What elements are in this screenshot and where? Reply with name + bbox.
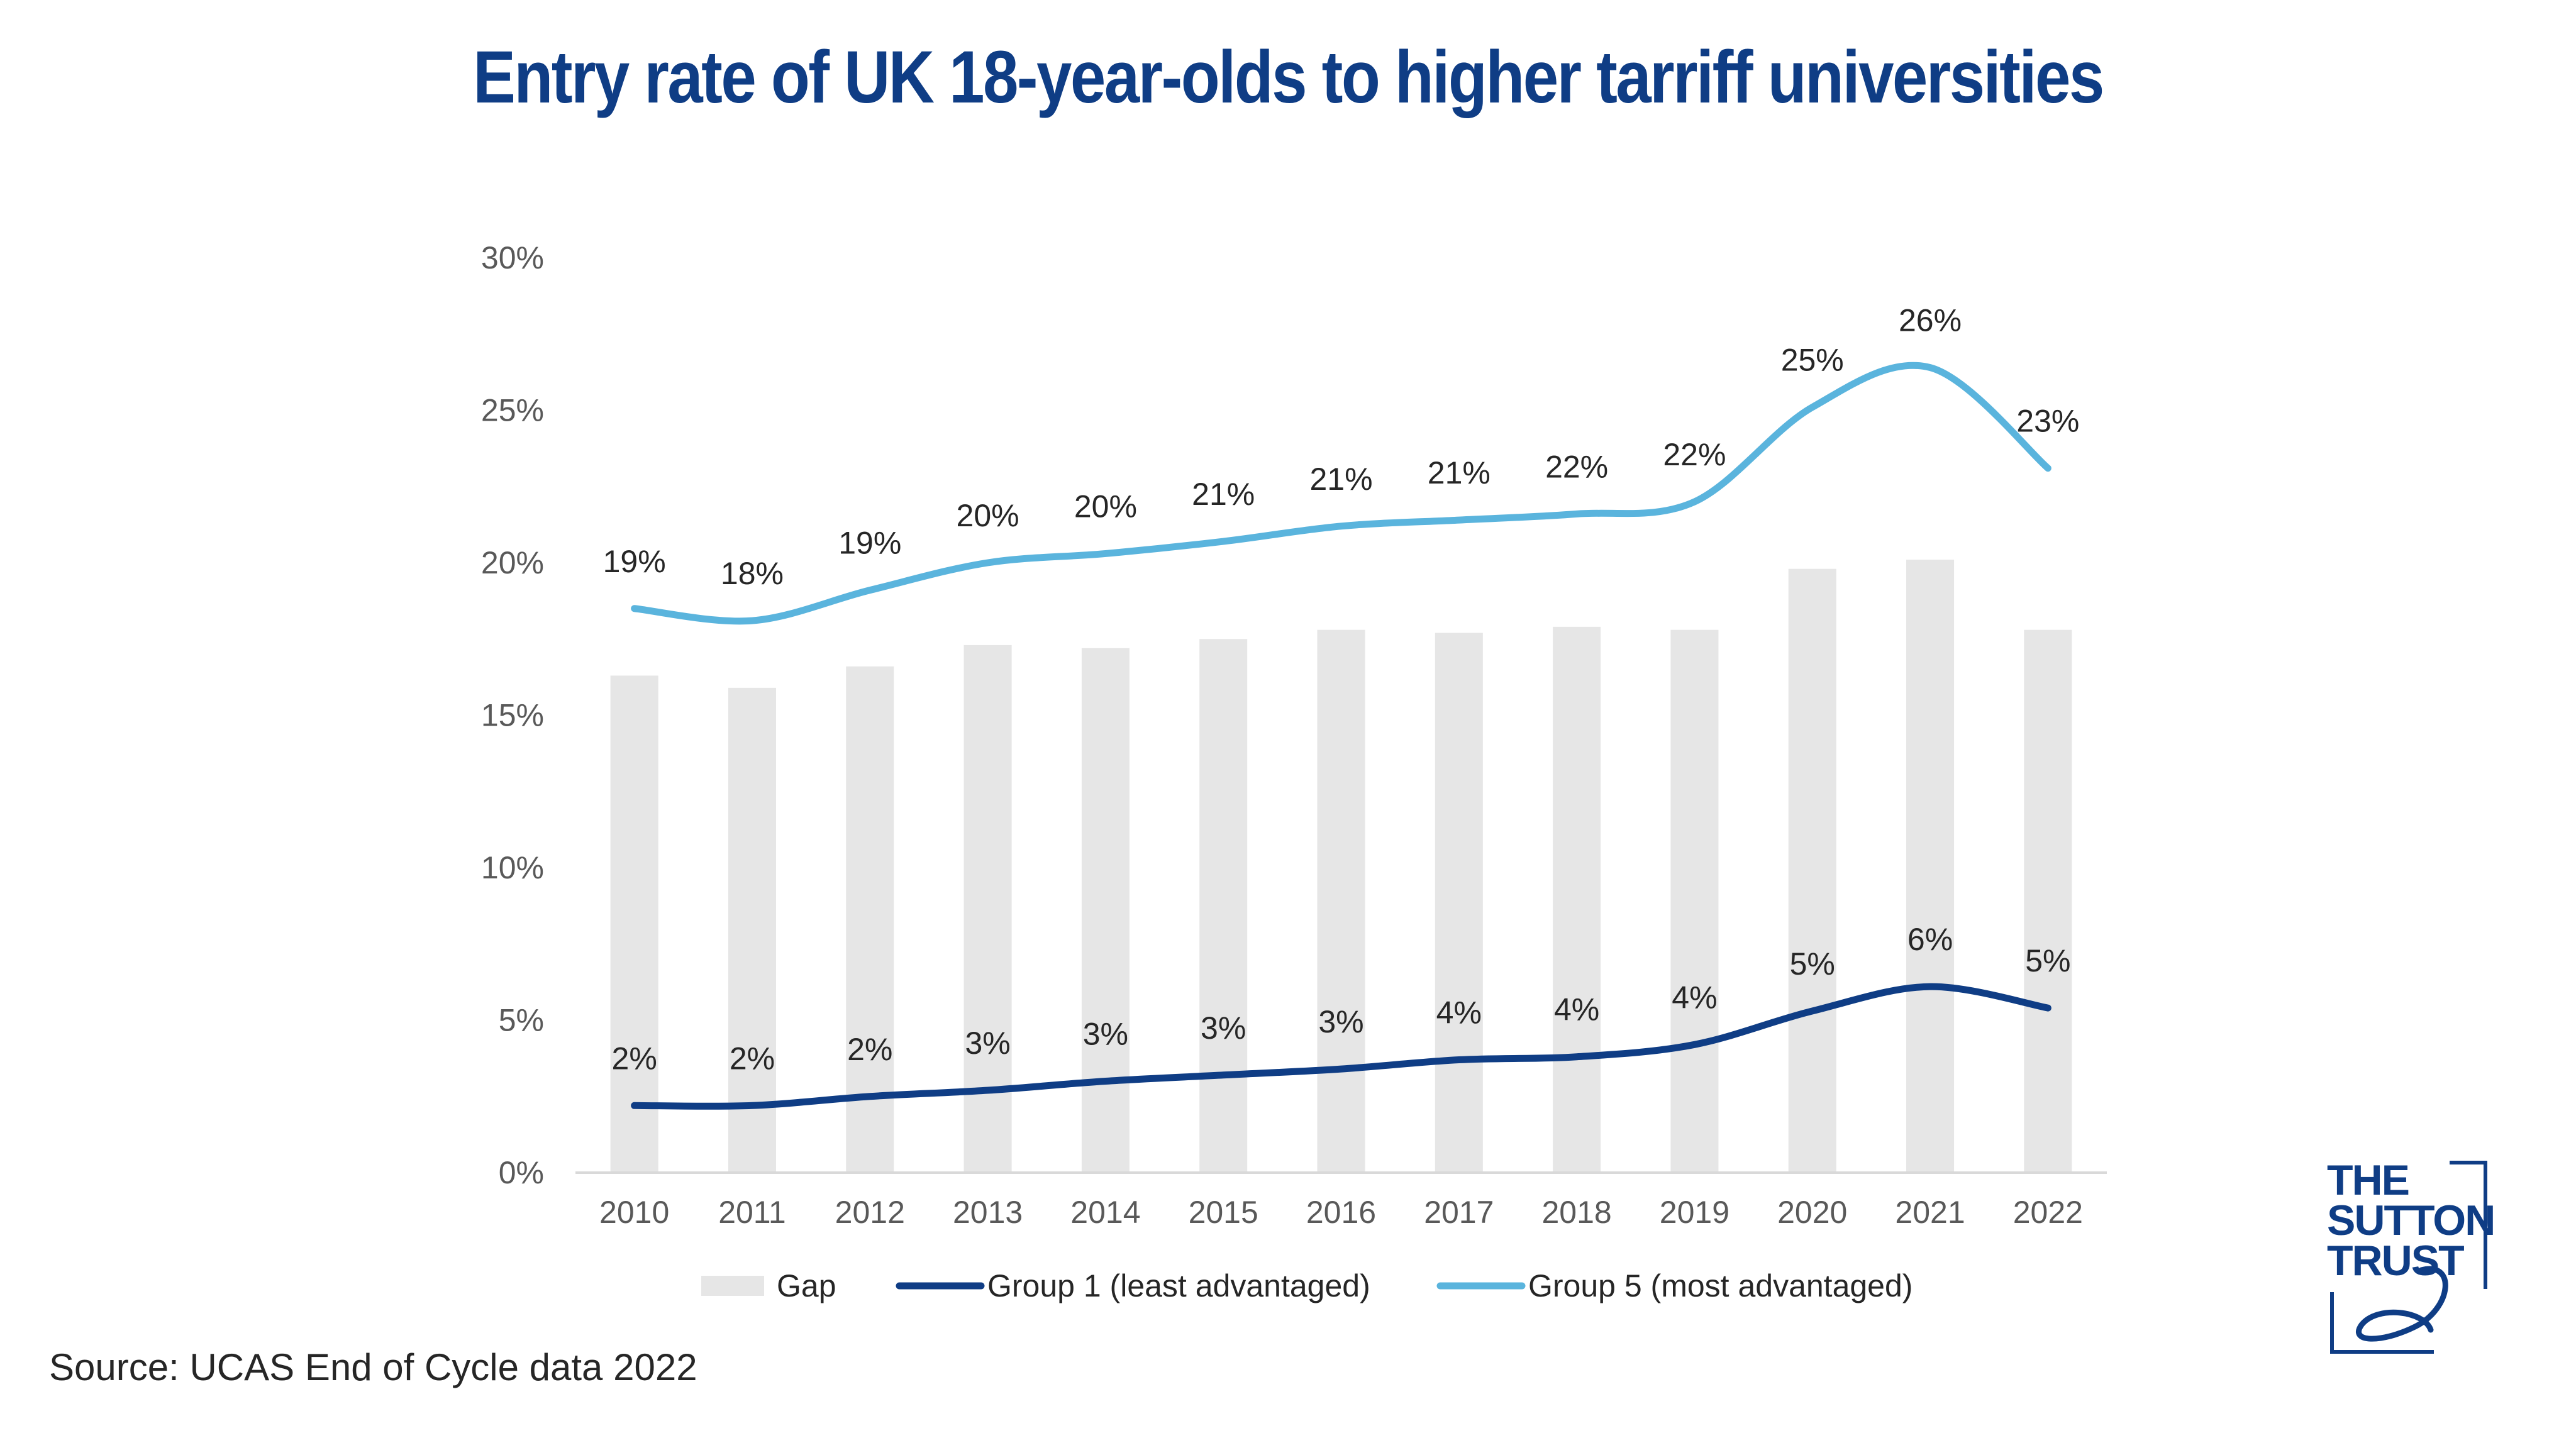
x-tick-label: 2020 — [1777, 1195, 1847, 1230]
legend-group5-label: Group 5 (most advantaged) — [1528, 1268, 1913, 1303]
legend-gap-swatch — [701, 1276, 764, 1296]
group1-data-label: 2% — [730, 1041, 775, 1076]
logo-line-the: THE — [2327, 1156, 2410, 1204]
group1-data-label: 4% — [1672, 980, 1717, 1015]
gap-bar — [1788, 568, 1836, 1173]
group5-data-label: 19% — [838, 526, 901, 561]
x-tick-label: 2012 — [835, 1195, 905, 1230]
group1-data-label: 4% — [1554, 992, 1599, 1027]
group1-data-label: 5% — [1790, 946, 1835, 982]
group5-data-label: 20% — [957, 498, 1019, 533]
gap-bars — [610, 560, 2072, 1173]
group1-data-label: 2% — [612, 1041, 657, 1076]
y-tick-label: 20% — [481, 545, 544, 580]
y-axis-ticks: 0% 5% 10% 15% 20% 25% 30% — [481, 240, 544, 1190]
group5-data-label: 22% — [1545, 449, 1608, 484]
y-tick-label: 10% — [481, 850, 544, 885]
y-tick-label: 5% — [499, 1003, 544, 1038]
group1-data-label: 3% — [1318, 1004, 1363, 1039]
x-tick-label: 2013 — [953, 1195, 1023, 1230]
x-axis-ticks: 2010 2011 2012 2013 2014 2015 2016 2017 2018 2019… — [599, 1195, 2083, 1230]
group5-line — [631, 362, 2051, 625]
x-tick-label: 2015 — [1189, 1195, 1258, 1230]
x-tick-label: 2022 — [2013, 1195, 2083, 1230]
logo-line-sutton: SUTTON — [2327, 1197, 2496, 1244]
legend-gap-label: Gap — [777, 1268, 836, 1303]
gap-bar — [846, 666, 894, 1173]
gap-bar — [1199, 639, 1248, 1173]
group1-line — [631, 983, 2051, 1110]
group5-data-label: 26% — [1899, 303, 1962, 338]
legend-group1-label: Group 1 (least advantaged) — [987, 1268, 1370, 1303]
x-tick-label: 2017 — [1424, 1195, 1494, 1230]
gap-bar — [1435, 633, 1483, 1173]
logo-wordmark: THE SUTTON TRUST — [2327, 1156, 2496, 1285]
group1-data-label: 3% — [1201, 1010, 1246, 1046]
y-tick-label: 30% — [481, 240, 544, 275]
group5-data-label: 19% — [603, 544, 666, 579]
group5-data-label: 25% — [1781, 343, 1844, 378]
x-tick-label: 2016 — [1306, 1195, 1376, 1230]
gap-bar — [1553, 626, 1601, 1173]
group5-data-label: 21% — [1192, 477, 1255, 512]
group5-data-label: 18% — [721, 556, 784, 591]
gap-bar — [610, 675, 658, 1173]
group5-data-label: 23% — [2016, 404, 2079, 439]
x-tick-label: 2021 — [1895, 1195, 1965, 1230]
chart-title: Entry rate of UK 18-year-olds to higher … — [473, 36, 2104, 119]
gap-bar — [1317, 629, 1365, 1173]
y-tick-label: 25% — [481, 393, 544, 428]
logo-frame-icon — [2330, 1161, 2487, 1354]
logo-line-trust: TRUST — [2327, 1237, 2465, 1285]
y-tick-label: 15% — [481, 698, 544, 733]
y-tick-label: 0% — [499, 1155, 544, 1190]
legend: Gap Group 1 (least advantaged) Group 5 (mo… — [701, 1268, 1913, 1303]
group1-data-label: 5% — [2025, 943, 2070, 978]
gap-bar — [728, 687, 776, 1173]
data-labels: 2% 2% 2% 3% 3% 3% 3% 4% 4% 4% 5% 6% 5% 19% 18% 19% 20% 20… — [603, 303, 2080, 1076]
group5-data-label: 22% — [1663, 437, 1726, 472]
group5-data-label: 21% — [1309, 462, 1372, 497]
group1-data-label: 3% — [965, 1026, 1010, 1061]
group1-data-label: 2% — [847, 1032, 892, 1067]
gap-bar — [963, 644, 1012, 1173]
x-tick-label: 2018 — [1541, 1195, 1611, 1230]
sutton-trust-logo: THE SUTTON TRUST — [2327, 1159, 2496, 1358]
x-tick-label: 2019 — [1660, 1195, 1729, 1230]
source-note: Source: UCAS End of Cycle data 2022 — [49, 1346, 697, 1388]
x-tick-label: 2014 — [1070, 1195, 1140, 1230]
gap-bar — [2024, 629, 2072, 1173]
gap-bar — [1670, 629, 1719, 1173]
series-lines — [631, 362, 2051, 1110]
gap-bar — [1906, 560, 1955, 1173]
x-tick-label: 2010 — [599, 1195, 669, 1230]
group5-data-label: 20% — [1074, 489, 1137, 524]
group1-data-label: 3% — [1083, 1017, 1128, 1052]
gap-bar — [1081, 648, 1130, 1173]
group1-data-label: 6% — [1907, 922, 1953, 957]
group5-data-label: 21% — [1428, 455, 1491, 490]
x-tick-label: 2011 — [718, 1195, 786, 1230]
group1-data-label: 4% — [1436, 995, 1482, 1031]
